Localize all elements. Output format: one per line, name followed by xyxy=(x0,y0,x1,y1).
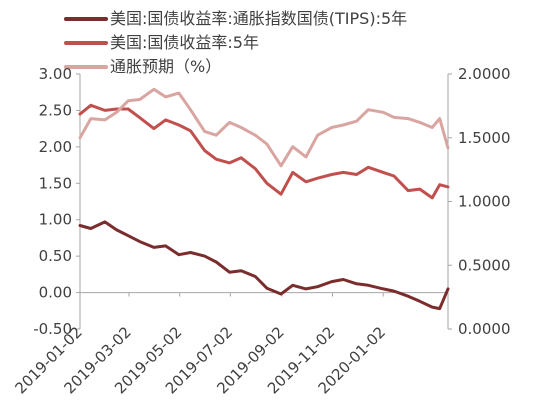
left-axis: -0.50 0.00 0.50 1.00 1.50 2.00 2.50 3.00 xyxy=(33,65,81,338)
right-tick-label: 1.0000 xyxy=(458,193,511,211)
left-tick-label: 2.00 xyxy=(39,138,72,156)
left-tick-label: -0.50 xyxy=(33,320,72,338)
right-tick-label: 1.5000 xyxy=(458,129,511,147)
legend-label-2: 美国:国债收益率:5年 xyxy=(110,33,259,52)
right-tick-label: 0.5000 xyxy=(458,256,511,274)
right-tick-label: 0.0000 xyxy=(458,320,511,338)
legend: 美国:国债收益率:通胀指数国债(TIPS):5年美国:国债收益率:5年通胀预期（… xyxy=(64,9,407,76)
series-line-2 xyxy=(78,103,450,200)
left-tick-label: 0.00 xyxy=(39,284,72,302)
series-line-1 xyxy=(78,220,450,311)
legend-label-1: 美国:国债收益率:通胀指数国债(TIPS):5年 xyxy=(110,9,407,28)
left-tick-label: 0.50 xyxy=(39,247,72,265)
right-axis: 0.0000 0.5000 1.0000 1.5000 2.0000 xyxy=(447,65,511,338)
left-tick-label: 3.00 xyxy=(39,65,72,83)
x-axis: 2019-01-022019-03-022019-05-022019-07-02… xyxy=(11,292,448,397)
series-line-3 xyxy=(78,87,450,168)
left-tick-label: 1.50 xyxy=(39,174,72,192)
left-tick-label: 1.00 xyxy=(39,211,72,229)
legend-label-3: 通胀预期（%） xyxy=(110,57,221,76)
series-layer xyxy=(78,87,450,311)
left-tick-label: 2.50 xyxy=(39,101,72,119)
right-tick-label: 2.0000 xyxy=(458,65,511,83)
